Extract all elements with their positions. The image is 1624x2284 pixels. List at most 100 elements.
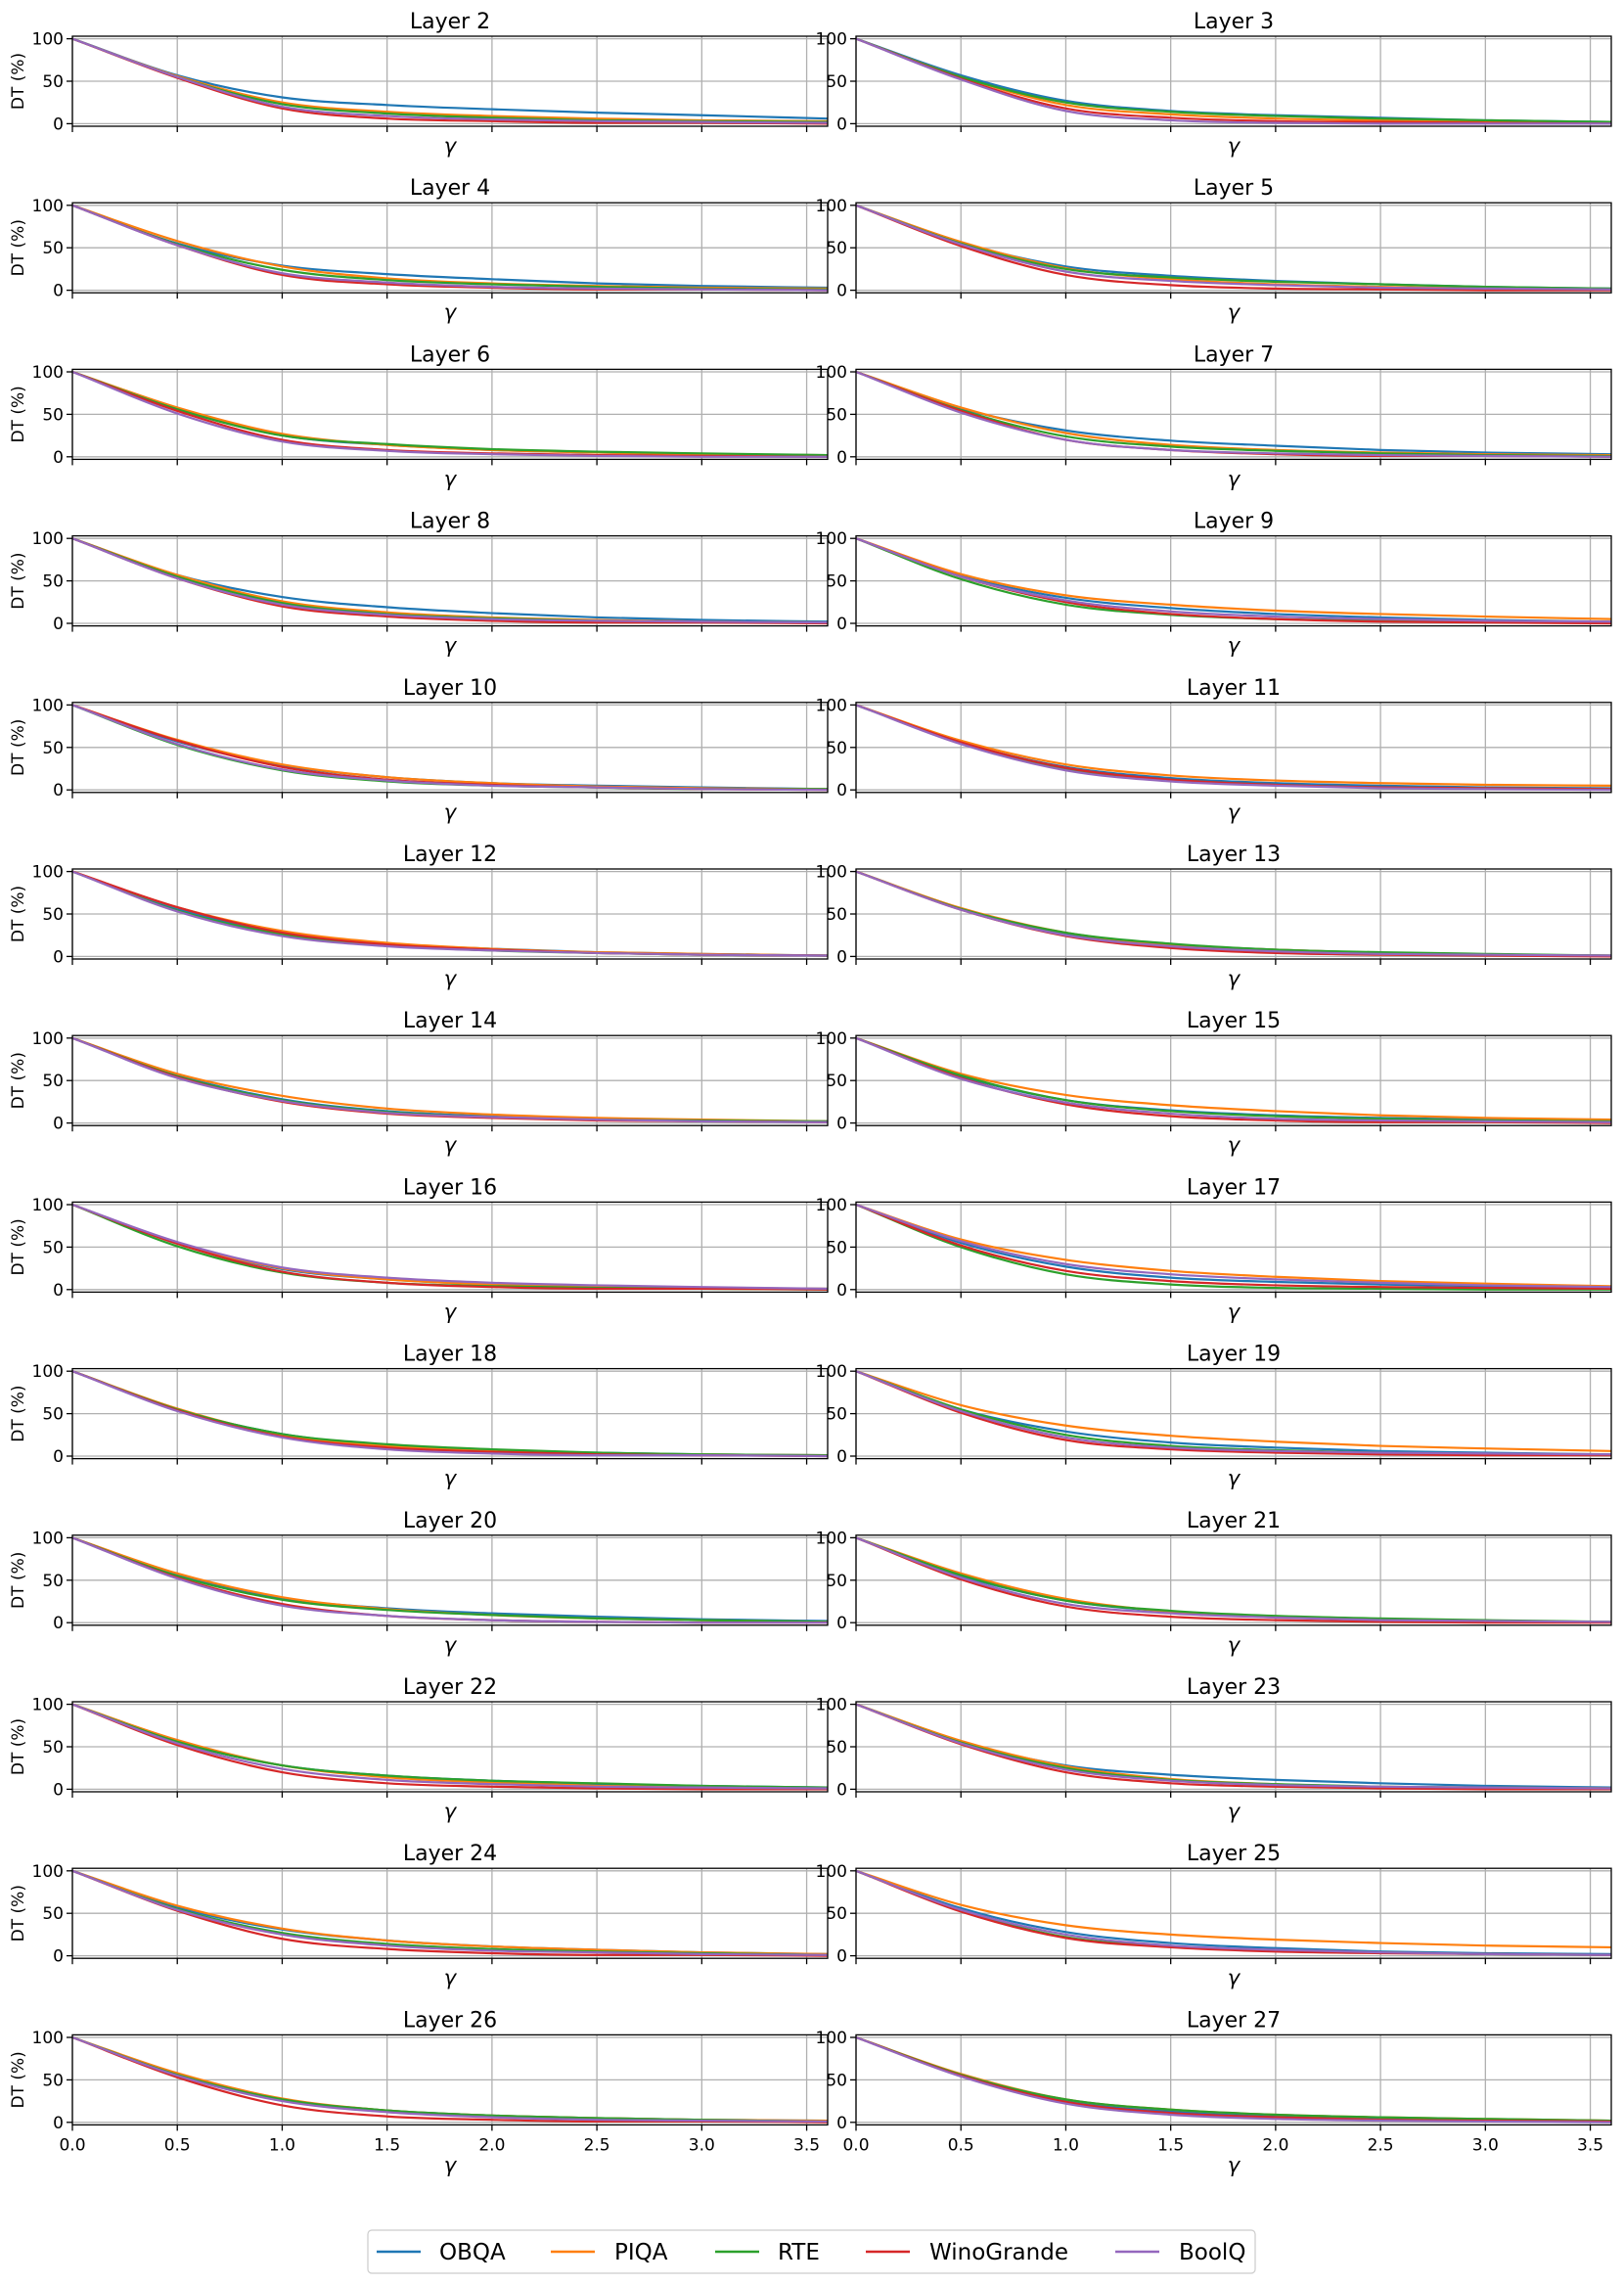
x-axis-label: γ xyxy=(1228,134,1241,158)
y-axis-label: DT (%) xyxy=(9,1385,28,1441)
ticks: 0 50 100 xyxy=(816,1529,1592,1633)
y-tick-label: 100 xyxy=(816,529,847,549)
x-axis-label: γ xyxy=(444,1467,458,1490)
ticks: 0 50 100 xyxy=(32,696,808,800)
ticks: 0 50 100 xyxy=(816,30,1592,134)
series-lines xyxy=(856,2035,1611,2124)
subplot-layer-24: 0 50 100 Layer 24 γ DT (%) xyxy=(9,1842,829,1989)
subplot-title: Layer 20 xyxy=(403,1509,497,1533)
y-tick-label: 50 xyxy=(826,1238,847,1257)
y-tick-label: 0 xyxy=(53,1115,64,1134)
y-tick-label: 100 xyxy=(816,1362,847,1382)
y-axis-label: DT (%) xyxy=(9,1052,28,1109)
legend-entry-piqa: PIQA xyxy=(551,2240,668,2265)
x-axis-label: γ xyxy=(1228,1966,1241,1989)
y-tick-label: 0 xyxy=(53,947,64,967)
y-tick-label: 100 xyxy=(816,2029,847,2048)
legend-box xyxy=(367,2229,1256,2274)
series-line-boolq xyxy=(72,204,828,292)
y-tick-label: 50 xyxy=(826,72,847,92)
x-axis-label: γ xyxy=(1228,634,1241,658)
subplot-title: Layer 23 xyxy=(1187,1675,1281,1700)
y-tick-label: 50 xyxy=(42,405,64,425)
y-tick-label: 0 xyxy=(53,1281,64,1301)
y-tick-label: 0 xyxy=(53,1447,64,1467)
series-line-boolq xyxy=(72,1036,828,1123)
series-lines xyxy=(856,37,1611,125)
y-tick-label: 0 xyxy=(53,114,64,134)
y-axis-label: DT (%) xyxy=(9,1718,28,1775)
y-tick-label: 0 xyxy=(836,615,847,634)
y-tick-label: 0 xyxy=(53,615,64,634)
subplot-title: Layer 5 xyxy=(1194,176,1274,201)
y-tick-label: 100 xyxy=(32,2029,64,2048)
y-axis-label: DT (%) xyxy=(9,2051,28,2108)
legend-label-piqa: PIQA xyxy=(614,2240,668,2265)
x-axis-label: γ xyxy=(444,1800,458,1823)
subplot-title: Layer 9 xyxy=(1194,510,1274,534)
series-line-boolq xyxy=(856,2035,1611,2124)
subplot-layer-9: 0 50 100 Layer 9 γ xyxy=(816,510,1612,658)
ticks: 0 50 100 xyxy=(32,363,808,468)
y-tick-label: 100 xyxy=(32,1529,64,1548)
x-axis-label: γ xyxy=(1228,1633,1241,1657)
series-line-boolq xyxy=(856,1536,1611,1623)
series-line-obqa xyxy=(72,37,828,120)
ticks: 0 50 100 xyxy=(816,863,1592,967)
series-line-piqa xyxy=(856,1869,1611,1949)
subplot-title: Layer 15 xyxy=(1187,1009,1281,1033)
series-lines xyxy=(72,1703,828,1791)
series-lines xyxy=(856,537,1611,625)
series-line-boolq xyxy=(856,1203,1611,1289)
series-line-boolq xyxy=(72,370,828,458)
ticks: 0 50 100 xyxy=(816,1196,1592,1301)
y-tick-label: 50 xyxy=(42,905,64,925)
ticks: 0 50 100 xyxy=(816,1362,1592,1467)
x-axis-label: γ xyxy=(1228,2153,1241,2176)
series-lines xyxy=(72,204,828,292)
series-line-winogrande xyxy=(856,1370,1611,1457)
series-lines xyxy=(856,870,1611,958)
subplot-layer-4: 0 50 100 Layer 4 γ DT (%) xyxy=(9,176,829,324)
ticks: 0.0 0.5 1.0 1.5 2.0 2.5 3.0 3.5 0 50 100 xyxy=(816,2029,1604,2155)
series-lines xyxy=(856,1203,1611,1291)
y-tick-label: 100 xyxy=(32,1696,64,1715)
ticks: 0 50 100 xyxy=(816,1696,1592,1800)
series-line-winogrande xyxy=(72,1703,828,1791)
series-line-boolq xyxy=(856,1703,1611,1790)
subplot-title: Layer 6 xyxy=(410,343,490,367)
series-lines xyxy=(72,1869,828,1957)
ticks: 0 50 100 xyxy=(816,363,1592,468)
series-lines xyxy=(856,1370,1611,1457)
legend-entry-rte: RTE xyxy=(715,2240,820,2265)
y-tick-label: 0 xyxy=(53,1947,64,1967)
y-tick-label: 0 xyxy=(836,114,847,134)
x-axis-label: γ xyxy=(1228,467,1241,490)
subplot-title: Layer 2 xyxy=(410,10,490,34)
series-lines xyxy=(72,2035,828,2124)
y-tick-label: 100 xyxy=(32,529,64,549)
y-tick-label: 100 xyxy=(32,1862,64,1882)
series-line-boolq xyxy=(856,1036,1611,1123)
y-tick-label: 50 xyxy=(826,2071,847,2090)
y-axis-label: DT (%) xyxy=(9,53,28,110)
x-axis-label: γ xyxy=(444,467,458,490)
y-tick-label: 100 xyxy=(32,197,64,216)
x-tick-label: 2.0 xyxy=(1262,2135,1288,2155)
y-tick-label: 50 xyxy=(826,905,847,925)
y-tick-label: 50 xyxy=(826,1738,847,1758)
y-tick-label: 0 xyxy=(836,1281,847,1301)
series-line-winogrande xyxy=(856,204,1611,292)
y-axis-label: DT (%) xyxy=(9,552,28,609)
x-axis-label: γ xyxy=(444,1133,458,1157)
y-tick-label: 0 xyxy=(836,282,847,301)
ticks: 0 50 100 xyxy=(816,696,1592,800)
series-lines xyxy=(856,370,1611,458)
ticks: 0 50 100 xyxy=(32,1862,808,1967)
y-tick-label: 0 xyxy=(53,1780,64,1800)
series-line-boolq xyxy=(856,204,1611,291)
subplot-layer-5: 0 50 100 Layer 5 γ xyxy=(816,176,1612,324)
y-tick-label: 50 xyxy=(42,572,64,592)
ticks: 0 50 100 xyxy=(32,863,808,967)
y-tick-label: 0 xyxy=(836,1447,847,1467)
